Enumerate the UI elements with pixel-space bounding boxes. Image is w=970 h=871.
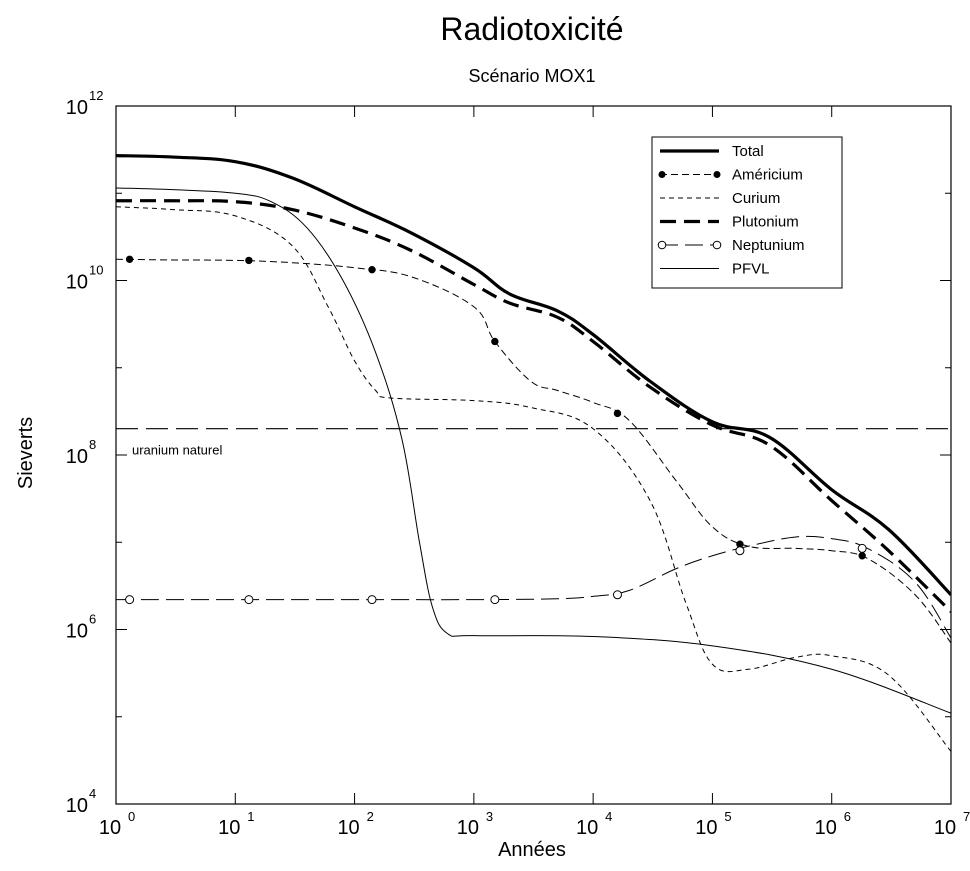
legend-marker-neptunium: [712, 240, 722, 250]
x-tick-exponent: 7: [963, 809, 970, 824]
data-point-americium: [491, 337, 499, 346]
x-tick-label: 10: [218, 817, 240, 839]
y-tick-exponent: 8: [89, 437, 96, 452]
x-tick-label: 10: [99, 817, 121, 839]
data-point-americium: [125, 255, 134, 263]
legend-label-pfvl: PFVL: [732, 261, 770, 278]
y-tick-label: 10: [66, 446, 88, 468]
x-tick-exponent: 4: [605, 809, 612, 824]
chart-title: Radiotoxicité: [440, 11, 623, 47]
x-tick-label: 10: [934, 817, 956, 839]
legend-label-plutonium: Plutonium: [732, 214, 799, 231]
legend-label-neptunium: Neptunium: [732, 237, 805, 254]
legend-label-total: Total: [732, 143, 764, 160]
series-line-neptunium: [116, 535, 951, 639]
series-line-plutonium: [116, 199, 951, 613]
x-tick-label: 10: [815, 817, 837, 839]
data-point-neptunium: [367, 595, 377, 605]
x-tick-label: 10: [695, 817, 717, 839]
y-tick-exponent: 6: [89, 612, 96, 627]
y-tick-exponent: 12: [89, 88, 103, 103]
x-axis-label: Années: [498, 839, 566, 861]
series-line-americium: [116, 258, 951, 644]
reference-line-label: uranium naturel: [132, 443, 222, 458]
legend-box: [651, 136, 843, 289]
data-point-americium: [858, 552, 866, 560]
x-tick-label: 10: [457, 817, 479, 839]
legend-label-americium: Américium: [732, 167, 803, 184]
y-tick-exponent: 4: [89, 786, 96, 801]
data-point-neptunium: [612, 590, 622, 600]
data-point-neptunium: [490, 595, 500, 605]
legend-label-curium: Curium: [732, 190, 780, 207]
series-line-pfvl: [116, 187, 951, 714]
series-line-total: [116, 154, 951, 596]
data-point-americium: [368, 265, 376, 274]
data-point-americium: [613, 409, 622, 418]
x-tick-exponent: 0: [128, 809, 135, 824]
legend-marker-americium: [658, 171, 666, 178]
x-tick-exponent: 1: [247, 809, 254, 824]
data-point-neptunium: [244, 595, 254, 605]
y-axis-label: Sieverts: [15, 417, 37, 489]
data-point-neptunium: [735, 546, 745, 556]
y-tick-exponent: 10: [89, 263, 103, 278]
legend-marker-neptunium: [657, 240, 667, 250]
chart-subtitle: Scénario MOX1: [468, 66, 595, 86]
x-tick-label: 10: [576, 817, 598, 839]
series-line-curium: [116, 206, 951, 752]
data-point-neptunium: [125, 595, 135, 605]
plot-area: 1001011021031041051061071041061081010101…: [66, 88, 970, 839]
y-tick-label: 10: [66, 621, 88, 643]
x-tick-exponent: 3: [486, 809, 493, 824]
x-tick-label: 10: [337, 817, 359, 839]
y-tick-label: 10: [66, 795, 88, 817]
y-tick-label: 10: [66, 272, 88, 294]
x-tick-exponent: 6: [844, 809, 851, 824]
x-tick-exponent: 2: [367, 809, 374, 824]
series-group: [116, 154, 951, 752]
x-tick-exponent: 5: [724, 809, 731, 824]
data-point-neptunium: [857, 543, 867, 553]
legend-marker-americium: [713, 171, 721, 178]
data-point-americium: [245, 256, 253, 265]
y-tick-label: 10: [66, 97, 88, 119]
